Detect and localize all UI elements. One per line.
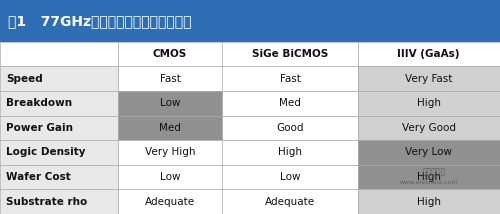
Bar xyxy=(222,189,358,214)
Text: IIIV (GaAs): IIIV (GaAs) xyxy=(398,49,460,59)
Bar xyxy=(118,66,222,91)
Bar xyxy=(222,91,358,116)
Text: Very Good: Very Good xyxy=(402,123,456,133)
Text: Adequate: Adequate xyxy=(145,197,195,207)
Text: Very Low: Very Low xyxy=(405,147,452,158)
Text: Med: Med xyxy=(279,98,301,108)
Text: www.elecfans.com: www.elecfans.com xyxy=(400,180,458,184)
Text: Breakdown: Breakdown xyxy=(6,98,72,108)
Text: High: High xyxy=(416,197,441,207)
Bar xyxy=(0,91,118,116)
Bar xyxy=(118,91,222,116)
Bar xyxy=(0,42,118,66)
Text: Fast: Fast xyxy=(160,74,180,84)
Bar xyxy=(358,91,500,116)
Text: Substrate rho: Substrate rho xyxy=(6,197,87,207)
Bar xyxy=(0,116,118,140)
Bar xyxy=(0,66,118,91)
Bar xyxy=(222,165,358,189)
Bar xyxy=(0,140,118,165)
Text: Low: Low xyxy=(160,98,180,108)
Bar xyxy=(118,189,222,214)
Text: High: High xyxy=(416,172,441,182)
Bar xyxy=(118,165,222,189)
Bar xyxy=(358,189,500,214)
Bar xyxy=(358,66,500,91)
Text: 电子发烧友: 电子发烧友 xyxy=(422,168,446,177)
Text: Low: Low xyxy=(160,172,180,182)
Bar xyxy=(222,140,358,165)
Text: CMOS: CMOS xyxy=(153,49,187,59)
Text: Low: Low xyxy=(280,172,300,182)
Bar xyxy=(358,116,500,140)
Bar xyxy=(358,165,500,189)
Bar xyxy=(358,140,500,165)
Text: Logic Density: Logic Density xyxy=(6,147,86,158)
Bar xyxy=(222,66,358,91)
Bar xyxy=(222,42,358,66)
Text: High: High xyxy=(278,147,302,158)
Text: Adequate: Adequate xyxy=(265,197,315,207)
Bar xyxy=(118,116,222,140)
Bar xyxy=(118,140,222,165)
Text: SiGe BiCMOS: SiGe BiCMOS xyxy=(252,49,328,59)
Bar xyxy=(118,42,222,66)
Text: Power Gain: Power Gain xyxy=(6,123,73,133)
Bar xyxy=(222,116,358,140)
Text: High: High xyxy=(416,98,441,108)
Bar xyxy=(0,165,118,189)
Text: 表1   77GHz雷達元件製程技術效益比較: 表1 77GHz雷達元件製程技術效益比較 xyxy=(8,14,191,28)
Bar xyxy=(358,42,500,66)
Bar xyxy=(0,189,118,214)
Text: Fast: Fast xyxy=(280,74,300,84)
Text: Med: Med xyxy=(159,123,181,133)
Text: Speed: Speed xyxy=(6,74,43,84)
Text: Very High: Very High xyxy=(144,147,195,158)
Text: Wafer Cost: Wafer Cost xyxy=(6,172,71,182)
Text: Very Fast: Very Fast xyxy=(405,74,452,84)
Text: Good: Good xyxy=(276,123,304,133)
Bar xyxy=(0,0,500,42)
